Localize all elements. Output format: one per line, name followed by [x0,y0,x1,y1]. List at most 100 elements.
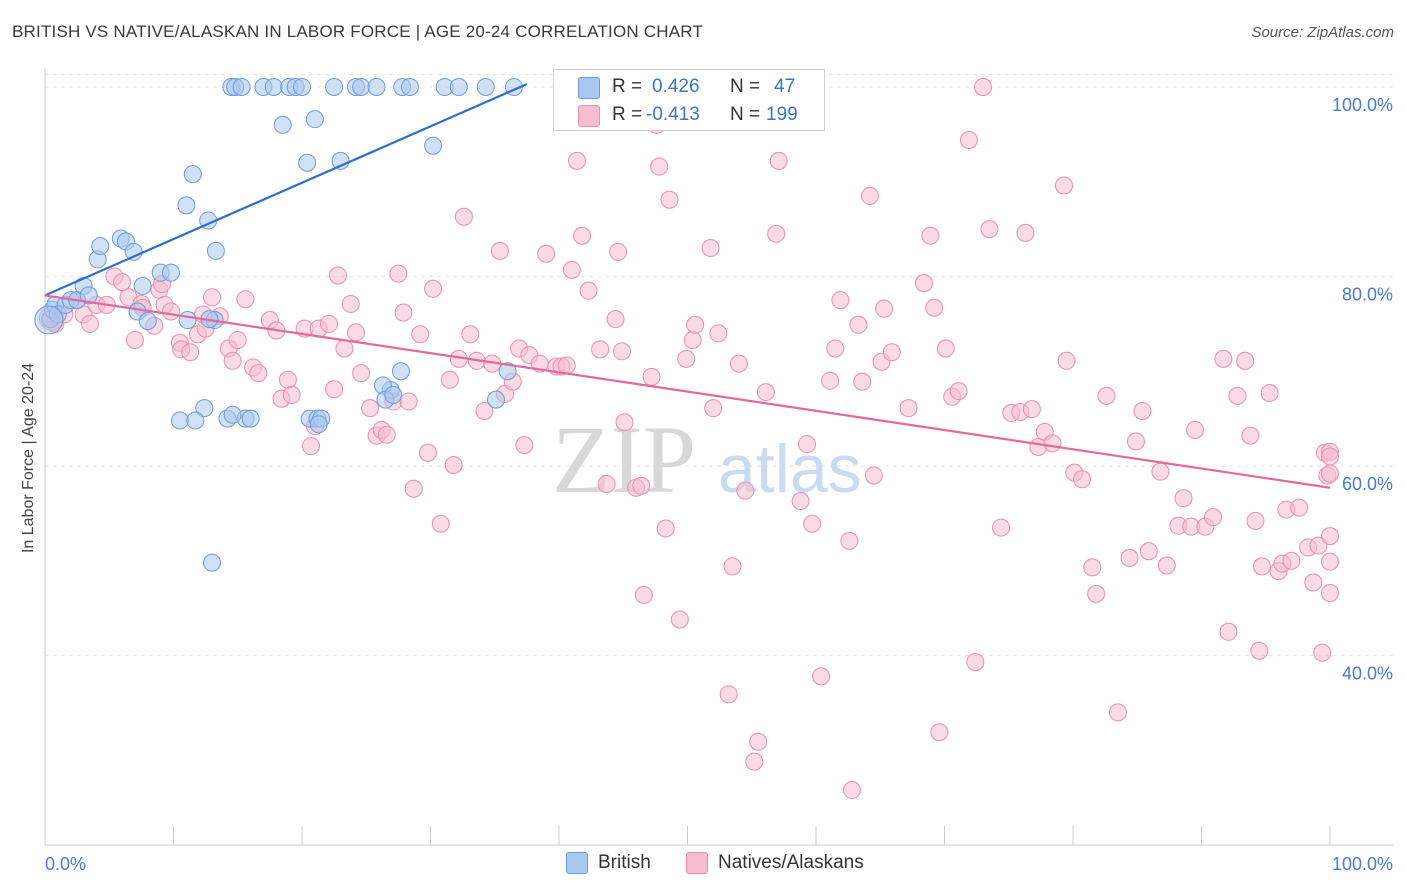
natives-point [1228,386,1247,405]
legend-row-british: R = 0.426 N = 47 [554,73,824,101]
natives-point [606,310,625,329]
natives-point [278,370,297,389]
natives-point [125,330,144,349]
british-point [309,415,328,434]
y-tick-label: 40.0% [1342,663,1393,683]
natives-point [1055,176,1074,195]
british-point [325,77,344,96]
y-tick-label: 80.0% [1342,284,1393,304]
y-axis-label: In Labor Force | Age 20-24 [20,363,37,553]
natives-point [361,399,380,418]
natives-point [899,399,918,418]
natives-point [767,224,786,243]
natives-point [686,315,705,334]
natives-point [1321,583,1339,602]
natives-point [683,330,702,349]
british-point [34,305,64,335]
axes [44,68,1393,846]
natives-point [515,436,534,455]
natives-point [1133,402,1152,421]
natives-point [704,399,723,418]
source-label: Source: ZipAtlas.com [1251,24,1394,41]
series-natives-points [38,77,1339,800]
natives-point [656,519,675,538]
natives-point [440,370,459,389]
natives-point [709,324,728,343]
legend-n-value-natives: 199 [766,104,798,125]
natives-point [634,585,653,604]
natives-point [921,226,940,245]
natives-point [1139,542,1158,561]
british-point [400,77,419,96]
natives-point [301,437,320,456]
british-point [298,153,317,172]
british-point [124,242,143,261]
natives-point [537,244,556,263]
british-point [183,165,202,184]
legend-n-label: N = [730,104,761,125]
british-point [186,411,205,430]
natives-point [1321,464,1339,483]
natives-point [949,382,968,401]
y-tick-labels: 40.0% 60.0% 80.0% 100.0% [1332,95,1393,684]
natives-point [579,281,598,300]
natives-point [849,315,868,334]
natives-point [840,531,859,550]
british-point [241,409,260,428]
legend-box: R = 0.426 N = 47 R = -0.413 N = 199 [553,69,825,131]
natives-point [1174,489,1193,508]
x-tick-label-min: 0.0% [45,854,86,874]
natives-point [203,288,222,307]
natives-point [966,653,985,672]
natives-point [352,364,371,383]
x-ticks [44,826,1331,845]
natives-point [236,290,255,309]
british-point [384,385,403,404]
british-point [476,77,495,96]
natives-point [723,557,742,576]
natives-point [562,260,581,279]
natives-point [161,302,180,321]
natives-point [803,514,822,533]
natives-point [404,479,423,498]
natives-point [677,349,696,368]
series-british-points [34,77,524,572]
natives-point [1282,551,1301,570]
natives-point [431,514,450,533]
british-point [177,196,196,215]
natives-point [399,392,418,411]
natives-point [609,242,628,261]
natives-point [959,131,978,150]
natives-point [821,371,840,390]
natives-point [377,425,396,444]
bottom-legend-label-british: British [598,852,651,873]
natives-point [1186,420,1205,439]
y-tick-label: 60.0% [1342,474,1393,494]
british-point [293,77,311,96]
natives-point [454,207,473,226]
natives-point [660,190,679,209]
bottom-legend-label-natives: Natives/Alaskans [718,852,864,873]
legend-r-label: R = [612,76,643,97]
natives-point [1321,527,1339,546]
natives-point [335,339,354,358]
trend-line-british [44,83,528,297]
natives-point [573,226,592,245]
natives-point [701,239,720,258]
bottom-legend-british: British [566,852,651,874]
natives-point [1290,498,1309,517]
natives-point [1241,426,1260,445]
natives-point [670,610,689,629]
natives-point [1219,622,1238,641]
natives-point [745,752,764,771]
natives-point [1057,351,1076,370]
natives-point [411,325,430,344]
british-point [498,362,517,381]
trend-line-natives [44,294,1331,489]
natives-point [769,151,788,170]
natives-point [1204,508,1223,527]
natives-point [1313,643,1332,662]
natives-point [1214,349,1233,368]
natives-point [864,466,883,485]
natives-point [974,77,993,96]
